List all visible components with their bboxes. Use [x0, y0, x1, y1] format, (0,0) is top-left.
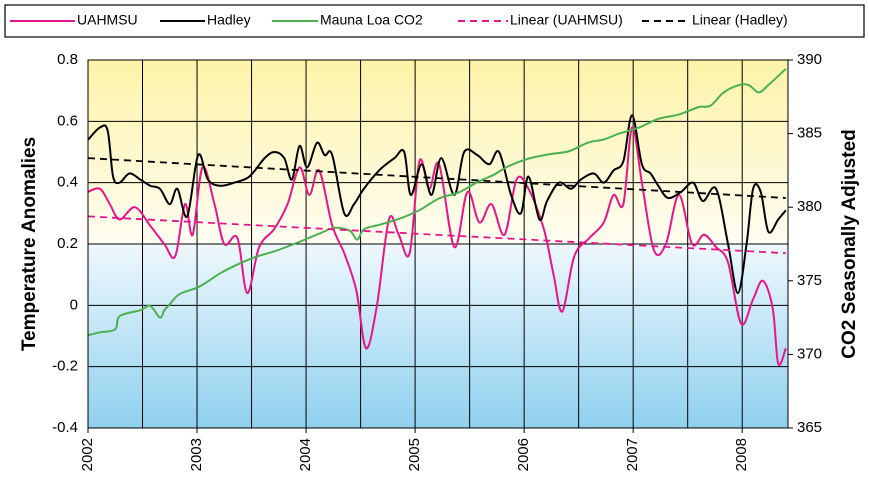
- x-tick-label: 2008: [733, 438, 750, 471]
- x-tick-label: 2002: [79, 438, 96, 471]
- legend-label: Mauna Loa CO2: [320, 12, 423, 28]
- series-line: [88, 68, 787, 337]
- plot-frame: [87, 59, 789, 429]
- y2-tick-label: 385: [797, 125, 822, 142]
- legend-label: Linear (Hadley): [692, 12, 788, 28]
- y2-axis-title: CO2 Seasonally Adjusted: [839, 129, 860, 358]
- y-tick-label: 0.4: [57, 174, 78, 191]
- y-tick-label: -0.2: [52, 358, 78, 375]
- y-tick-label: 0.8: [57, 51, 78, 68]
- y2-tick-label: 370: [797, 345, 822, 362]
- y-tick-label: 0.2: [57, 235, 78, 252]
- y2-tick-label: 380: [797, 198, 822, 215]
- legend-label: Linear (UAHMSU): [510, 12, 623, 28]
- plot-background: [88, 60, 788, 428]
- y2-tick-label: 365: [797, 419, 822, 436]
- legend-label: UAHMSU: [77, 12, 138, 28]
- x-tick-label: 2006: [515, 438, 532, 471]
- y2-tick-label: 390: [797, 51, 822, 68]
- series-line: [88, 157, 786, 199]
- series-line: [88, 215, 786, 255]
- legend: UAHMSU Hadley Mauna Loa CO2 Linear (UAHMSU)…: [10, 12, 788, 28]
- y-tick-label: 0: [70, 296, 78, 313]
- y-tick-label: 0.6: [57, 112, 78, 129]
- bg-cool: [88, 244, 788, 428]
- x-tick-label: 2003: [188, 438, 205, 471]
- x-tick-label: 2004: [297, 438, 314, 471]
- x-tick-label: 2007: [624, 438, 641, 471]
- legend-label: Hadley: [207, 12, 251, 28]
- y-axis-title: Temperature Anomalies: [19, 137, 40, 351]
- series-lines: [88, 68, 787, 366]
- series-line: [88, 114, 787, 295]
- y-tick-label: -0.4: [52, 419, 78, 436]
- legend-box: [4, 4, 865, 38]
- ticks: -0.4 -0.2 0 0.2 0.4 0.6 0.8 365 370 375 380 385 390 2…: [52, 51, 822, 471]
- y2-tick-label: 375: [797, 272, 822, 289]
- x-tick-label: 2005: [406, 438, 423, 471]
- bg-warm: [88, 60, 788, 244]
